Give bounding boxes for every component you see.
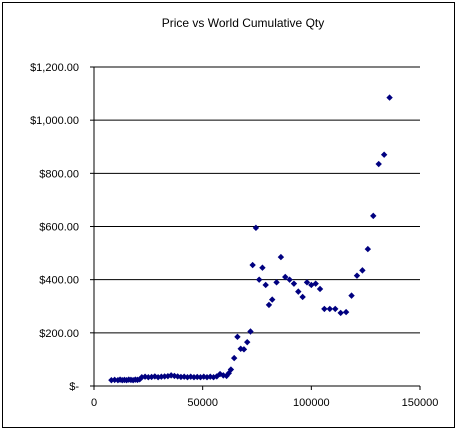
data-point-58 bbox=[286, 276, 293, 283]
data-point-0 bbox=[108, 376, 115, 384]
y-tick-label-1: $200.00 bbox=[39, 328, 79, 340]
data-point-50 bbox=[255, 276, 263, 283]
data-point-64 bbox=[312, 280, 319, 287]
data-point-75 bbox=[370, 212, 377, 220]
data-point-66 bbox=[321, 305, 328, 313]
data-points bbox=[108, 94, 393, 384]
data-point-71 bbox=[348, 292, 355, 299]
data-point-65 bbox=[316, 285, 324, 293]
y-tick-label-0: $- bbox=[69, 381, 79, 393]
gridlines bbox=[94, 66, 420, 334]
data-point-42 bbox=[230, 354, 238, 362]
data-point-74 bbox=[364, 245, 372, 253]
y-axis-ticks: $- $200.00 $400.00 $600.00 $800.00 $1,000.00 $… bbox=[30, 62, 94, 393]
data-point-73 bbox=[359, 267, 366, 274]
data-point-67 bbox=[326, 305, 334, 313]
data-point-33 bbox=[203, 374, 211, 381]
data-point-77 bbox=[380, 151, 388, 158]
data-point-43 bbox=[234, 333, 241, 341]
data-point-56 bbox=[277, 253, 285, 261]
y-tick-label-3: $600.00 bbox=[39, 222, 79, 234]
data-point-68 bbox=[332, 305, 339, 313]
chart-frame bbox=[2, 2, 455, 428]
data-point-26 bbox=[180, 373, 188, 380]
data-point-45 bbox=[240, 346, 248, 353]
data-point-59 bbox=[290, 280, 298, 287]
x-tick-label-2: 100000 bbox=[293, 397, 330, 409]
data-point-55 bbox=[273, 279, 280, 286]
data-point-57 bbox=[282, 273, 289, 281]
data-point-52 bbox=[262, 281, 269, 289]
y-tick-label-4: $800.00 bbox=[39, 168, 79, 180]
x-tick-label-3: 150000 bbox=[402, 397, 439, 409]
data-point-72 bbox=[353, 272, 361, 279]
y-tick-label-5: $1,000.00 bbox=[30, 115, 79, 127]
data-point-54 bbox=[269, 296, 276, 303]
data-point-46 bbox=[244, 338, 251, 346]
data-point-53 bbox=[265, 301, 273, 309]
data-point-17 bbox=[151, 373, 159, 380]
data-point-78 bbox=[386, 94, 393, 101]
chart-title: Price vs World Cumulative Qty bbox=[162, 16, 325, 30]
data-point-14 bbox=[141, 373, 149, 380]
x-tick-label-1: 50000 bbox=[187, 397, 218, 409]
data-point-51 bbox=[259, 264, 266, 271]
data-point-62 bbox=[303, 279, 311, 286]
data-point-61 bbox=[299, 293, 306, 301]
data-point-69 bbox=[337, 309, 344, 317]
x-axis-ticks: 0 50000 100000 150000 bbox=[91, 386, 438, 409]
data-point-76 bbox=[375, 160, 382, 168]
data-point-49 bbox=[252, 224, 260, 232]
data-point-39 bbox=[223, 372, 230, 380]
y-tick-label-2: $400.00 bbox=[39, 275, 79, 287]
y-tick-label-6: $1,200.00 bbox=[30, 62, 79, 74]
data-point-47 bbox=[247, 328, 254, 335]
data-point-41 bbox=[227, 366, 235, 373]
x-tick-label-0: 0 bbox=[91, 397, 97, 409]
data-point-60 bbox=[295, 288, 302, 295]
data-point-48 bbox=[249, 261, 256, 269]
data-point-70 bbox=[342, 308, 350, 316]
